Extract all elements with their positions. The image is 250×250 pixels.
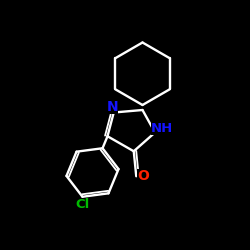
Text: NH: NH: [151, 122, 173, 134]
Text: O: O: [137, 169, 149, 183]
Text: N: N: [107, 100, 118, 114]
Text: Cl: Cl: [75, 198, 90, 211]
